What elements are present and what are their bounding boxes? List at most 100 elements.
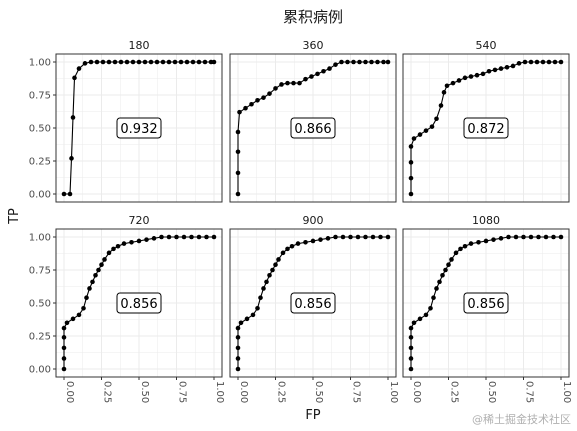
roc-point <box>528 59 534 65</box>
roc-point <box>244 316 250 322</box>
auc-label-box <box>116 117 162 139</box>
roc-point <box>261 286 266 291</box>
roc-point <box>504 64 510 70</box>
y-tick-label: 0.25 <box>29 157 51 168</box>
roc-point <box>340 234 346 240</box>
roc-point <box>235 366 241 372</box>
roc-point <box>434 286 439 291</box>
roc-point <box>468 241 474 246</box>
roc-point <box>67 191 73 197</box>
roc-point <box>61 191 67 197</box>
roc-point <box>408 356 414 361</box>
facet-panels: 180 0.00 0.25 0.50 0.75 1.00 0.932 360 0.866 540 0… <box>29 39 572 403</box>
roc-point <box>441 90 447 95</box>
roc-point <box>428 305 433 311</box>
roc-point <box>552 59 558 65</box>
roc-point <box>363 234 368 240</box>
facet-strip-label: 900 <box>303 214 324 227</box>
roc-point <box>375 59 380 65</box>
facet-strip-label: 180 <box>129 39 150 52</box>
roc-point <box>264 279 269 285</box>
roc-point <box>196 59 202 65</box>
roc-point <box>318 237 323 242</box>
roc-point <box>76 66 82 71</box>
roc-point <box>498 66 504 71</box>
roc-point <box>61 366 67 372</box>
roc-point <box>255 97 260 103</box>
roc-point <box>273 86 278 91</box>
roc-point <box>303 76 308 82</box>
y-tick-label: 0.25 <box>29 332 51 343</box>
panel-grid <box>56 229 222 377</box>
roc-point <box>450 80 456 86</box>
x-tick-label: 0.25 <box>449 381 460 403</box>
roc-point <box>321 68 326 74</box>
x-tick-label: 0.75 <box>351 381 362 403</box>
roc-point <box>106 250 112 256</box>
y-axis-title: TP <box>7 208 22 225</box>
roc-point <box>159 234 164 240</box>
roc-point <box>61 356 67 361</box>
roc-point <box>258 295 263 301</box>
roc-point <box>309 74 314 79</box>
x-tick-label: 0.25 <box>276 381 287 403</box>
roc-point <box>112 59 118 65</box>
roc-point <box>255 305 260 311</box>
roc-point <box>166 234 172 240</box>
watermark: @稀土掘金技术社区 <box>472 413 571 426</box>
roc-point <box>276 257 281 262</box>
roc-point <box>111 246 116 252</box>
roc-point <box>474 72 480 78</box>
roc-point <box>295 241 301 246</box>
roc-point <box>310 238 316 244</box>
auc-label-box <box>116 292 162 314</box>
x-tick-label: 1.00 <box>214 381 225 403</box>
roc-point <box>446 262 451 268</box>
roc-point <box>189 234 194 240</box>
roc-point <box>250 312 256 318</box>
roc-point <box>516 61 522 66</box>
roc-point <box>483 238 489 244</box>
roc-point <box>93 272 98 278</box>
roc-point <box>190 59 196 65</box>
roc-point <box>440 272 445 278</box>
roc-point <box>61 335 67 340</box>
auc-label-box <box>463 117 509 139</box>
roc-point <box>202 59 208 65</box>
roc-point <box>61 325 67 331</box>
roc-point <box>94 59 100 65</box>
roc-point <box>378 234 383 240</box>
roc-point <box>69 156 74 161</box>
roc-point <box>363 59 368 65</box>
roc-point <box>458 246 463 252</box>
roc-point <box>204 234 209 240</box>
auc-label: 0.856 <box>120 297 157 312</box>
roc-point <box>235 129 241 135</box>
auc-label: 0.866 <box>294 122 331 137</box>
roc-point <box>385 59 391 65</box>
x-tick-label: 0.50 <box>313 381 324 403</box>
roc-point <box>357 59 362 65</box>
roc-point <box>136 238 142 244</box>
roc-point <box>480 71 486 77</box>
roc-point <box>211 59 217 65</box>
auc-label: 0.872 <box>467 122 504 137</box>
roc-point <box>303 239 308 245</box>
roc-point <box>235 356 241 361</box>
x-tick-label: 1.00 <box>388 381 399 403</box>
roc-point <box>417 132 423 137</box>
roc-point <box>291 80 296 86</box>
y-tick-label: 1.00 <box>29 233 51 244</box>
x-tick-label: 0.75 <box>524 381 535 403</box>
roc-point <box>106 59 112 65</box>
roc-point <box>408 175 414 181</box>
roc-point <box>235 325 241 331</box>
roc-point <box>237 109 242 115</box>
roc-point <box>84 295 89 301</box>
facet-panel-900: 900 0.00 0.25 0.50 0.75 1.00 0.856 <box>229 214 399 403</box>
roc-point <box>339 59 344 65</box>
roc-point <box>129 239 134 245</box>
chart-title: 累积病例 <box>283 8 343 26</box>
x-axis-title: FP <box>305 408 320 423</box>
